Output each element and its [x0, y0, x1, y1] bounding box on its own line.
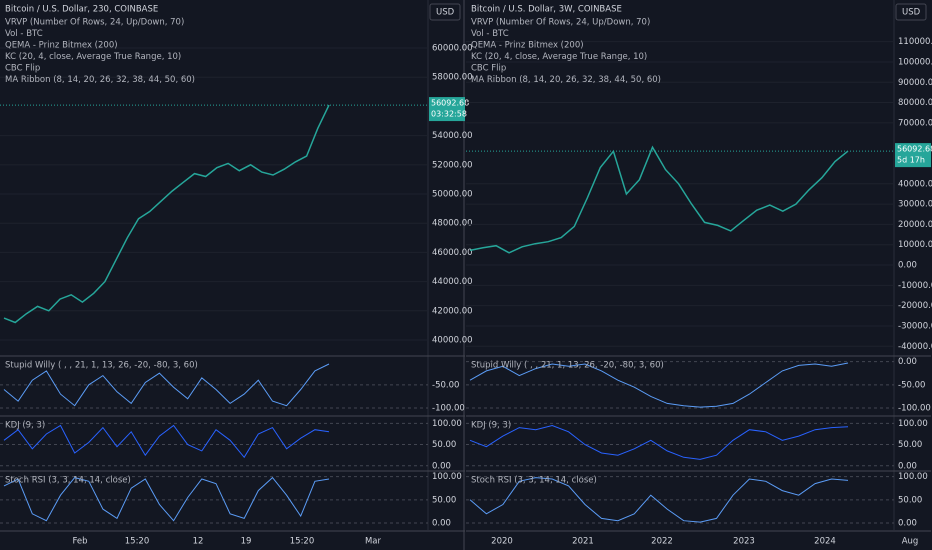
price-label: 56092.68: [431, 99, 469, 108]
y-tick-label: 54000.00: [432, 131, 473, 141]
pane-title: Stupid Willy ( , , 21, 1, 13, 26, -20, -…: [471, 361, 664, 371]
y-tick-label: -40000.00: [898, 342, 932, 352]
y-tick-label: 46000.00: [432, 248, 473, 258]
y-tick-label: -100.00: [432, 404, 465, 414]
y-tick-label: 50.00: [898, 440, 922, 450]
indicator-legend: KC (20, 4, close, Average True Range, 10…: [5, 52, 181, 62]
time-label: 2023: [733, 537, 755, 547]
y-tick-label: 100.00: [898, 472, 928, 482]
oscillator-line: [469, 477, 849, 523]
y-tick-label: 42000.00: [432, 306, 473, 316]
y-tick-label: 0.00: [898, 461, 917, 471]
y-tick-label: 50000.00: [432, 190, 473, 200]
price-tag: [429, 97, 465, 122]
time-label: 15:20: [290, 537, 315, 547]
y-tick-label: 80000.00: [898, 98, 932, 108]
currency: USD: [436, 8, 455, 18]
time-label: Feb: [72, 537, 87, 547]
indicator-legend: CBC Flip: [471, 64, 506, 74]
y-tick-label: 40000.00: [898, 179, 932, 189]
y-tick-label: 100000.00: [898, 57, 932, 67]
currency-button[interactable]: [895, 3, 927, 21]
y-tick-label: 60000.00: [432, 44, 473, 54]
y-tick-label: 44000.00: [432, 277, 473, 287]
oscillator-line: [3, 424, 330, 459]
y-tick-label: 20000.00: [898, 220, 932, 230]
pane-title: KDJ (9, 3): [5, 421, 45, 431]
y-tick-label: -50.00: [432, 380, 459, 390]
y-tick-label: 48000.00: [432, 219, 473, 229]
time-label: 2021: [572, 537, 594, 547]
chart-title: Bitcoin / U.S. Dollar, 230, COINBASE: [5, 5, 158, 15]
time-label: 2022: [651, 537, 673, 547]
indicator-legend: MA Ribbon (8, 14, 20, 26, 32, 38, 44, 50…: [5, 75, 195, 85]
pane-title: Stoch RSI (3, 3, 14, 14, close): [5, 476, 131, 486]
pane-title: KDJ (9, 3): [471, 421, 511, 431]
price-line: [3, 104, 330, 324]
y-tick-label: 100.00: [432, 419, 462, 429]
indicator-legend: CBC Flip: [5, 64, 40, 74]
y-tick-label: 10000.00: [898, 240, 932, 250]
currency: USD: [902, 8, 921, 18]
y-tick-label: 50.00: [432, 495, 456, 505]
y-tick-label: 0.00: [898, 357, 917, 367]
indicator-legend: QEMA - Prinz Bitmex (200): [5, 41, 118, 51]
time-label: 15:20: [125, 537, 150, 547]
price-label: 56092.68: [897, 145, 932, 154]
y-tick-label: 30000.00: [898, 200, 932, 210]
y-tick-label: 50.00: [432, 440, 456, 450]
time-label: 19: [241, 537, 252, 547]
y-tick-label: 70000.00: [898, 118, 932, 128]
y-tick-label: 52000.00: [432, 160, 473, 170]
y-tick-label: 50.00: [898, 495, 922, 505]
y-tick-label: 58000.00: [432, 73, 473, 83]
y-tick-label: -30000.00: [898, 321, 932, 331]
indicator-legend: QEMA - Prinz Bitmex (200): [471, 41, 584, 51]
indicator-legend: Vol - BTC: [471, 29, 509, 39]
time-label: 2024: [814, 537, 836, 547]
time-label: Mar: [365, 537, 382, 547]
time-label: Aug: [902, 537, 919, 547]
pane-title: Stupid Willy ( , , 21, 1, 13, 26, -20, -…: [5, 361, 198, 371]
y-tick-label: 0.00: [432, 519, 451, 529]
y-tick-label: -10000.00: [898, 281, 932, 291]
y-tick-label: 0.00: [432, 461, 451, 471]
price-line: [469, 145, 849, 254]
oscillator-line: [469, 424, 849, 460]
y-tick-label: -100.00: [898, 404, 931, 414]
countdown: 5d 17h: [897, 156, 925, 165]
y-tick-label: 100.00: [898, 419, 928, 429]
y-tick-label: 0.00: [898, 261, 917, 271]
time-label: 2020: [491, 537, 513, 547]
oscillator-line: [3, 363, 330, 407]
chart-title: Bitcoin / U.S. Dollar, 3W, COINBASE: [471, 5, 622, 15]
oscillator-line: [3, 476, 330, 522]
y-tick-label: 110000.00: [898, 37, 932, 47]
time-label: 12: [193, 537, 204, 547]
price-tag: [895, 143, 931, 168]
indicator-legend: MA Ribbon (8, 14, 20, 26, 32, 38, 44, 50…: [471, 75, 661, 85]
y-tick-label: 40000.00: [432, 336, 473, 346]
indicator-legend: VRVP (Number Of Rows, 24, Up/Down, 70): [471, 18, 650, 28]
pane-title: Stoch RSI (3, 3, 14, 14, close): [471, 476, 597, 486]
indicator-legend: Vol - BTC: [5, 29, 43, 39]
y-tick-label: -50.00: [898, 380, 925, 390]
indicator-legend: VRVP (Number Of Rows, 24, Up/Down, 70): [5, 18, 184, 28]
y-tick-label: -20000.00: [898, 301, 932, 311]
countdown: 03:32:58: [431, 110, 467, 119]
currency-button[interactable]: [429, 3, 461, 21]
y-tick-label: 90000.00: [898, 78, 932, 88]
y-tick-label: 0.00: [898, 519, 917, 529]
oscillator-line: [469, 362, 849, 408]
y-tick-label: 100.00: [432, 472, 462, 482]
indicator-legend: KC (20, 4, close, Average True Range, 10…: [471, 52, 647, 62]
